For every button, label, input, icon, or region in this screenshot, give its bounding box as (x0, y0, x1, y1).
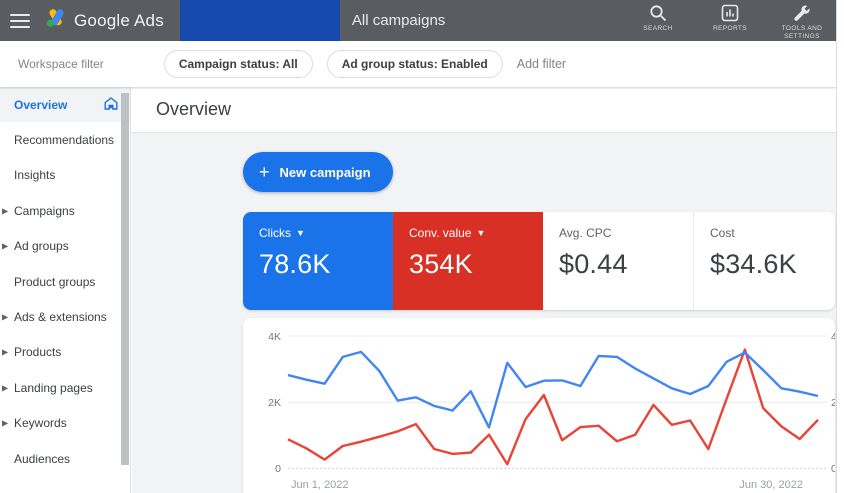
wrench-icon (793, 4, 811, 22)
google-ads-logo-icon (46, 8, 66, 33)
conv-value-card[interactable]: Conv. value ▼ 354K (393, 212, 543, 310)
nav-item-audiences[interactable]: ▶Audiences (0, 441, 130, 476)
nav-label: Landing pages (14, 380, 93, 395)
tools-settings-label: TOOLS AND SETTINGS (781, 24, 823, 40)
overview-content: + New campaign Clicks ▼ 78.6K Conv. value… (132, 133, 836, 493)
right-tick-40k: 40K (831, 331, 835, 343)
expand-arrow-icon: ▶ (2, 383, 9, 393)
expand-arrow-icon: ▶ (2, 206, 9, 216)
brand[interactable]: Google Ads (46, 8, 164, 33)
home-icon (104, 96, 118, 113)
expand-arrow-icon: ▶ (2, 347, 9, 357)
x-label-start: Jun 1, 2022 (291, 479, 349, 491)
topbar-actions: SEARCH REPORTS TOOLS AND SETTINGS (626, 0, 834, 41)
main-panel: Overview + New campaign Clicks ▼ 78.6K Co… (132, 87, 836, 493)
nav-label: Recommendations (14, 133, 115, 148)
chevron-down-icon: ▼ (476, 228, 486, 238)
cost-value: $34.6K (710, 249, 797, 279)
tools-settings-button[interactable]: TOOLS AND SETTINGS (770, 0, 834, 41)
expand-arrow-icon: ▶ (2, 418, 9, 428)
nav-label: Campaigns (14, 203, 75, 218)
avg-cpc-card[interactable]: Avg. CPC $0.44 (543, 212, 693, 310)
nav-label: Audiences (14, 451, 71, 466)
account-name-redacted[interactable] (179, 0, 340, 41)
cost-card[interactable]: Cost $34.6K (693, 212, 835, 310)
left-tick-4k: 4K (268, 331, 281, 343)
new-campaign-button[interactable]: + New campaign (243, 152, 393, 192)
clicks-line (287, 350, 819, 429)
chevron-down-icon: ▼ (296, 228, 305, 238)
search-button[interactable]: SEARCH (626, 0, 690, 33)
menu-icon[interactable] (10, 13, 30, 28)
reports-button[interactable]: REPORTS (698, 0, 762, 33)
nav-label: Product groups (14, 274, 96, 289)
left-tick-2k: 2K (268, 397, 281, 409)
avg-cpc-value: $0.44 (559, 249, 628, 279)
clicks-value: 78.6K (259, 249, 331, 279)
nav-label: Products (14, 345, 62, 360)
campaign-status-chip[interactable]: Campaign status: All (163, 50, 313, 78)
metric-selector[interactable]: Clicks ▼ (259, 226, 305, 240)
workspace-filter-label[interactable]: Workspace filter (18, 57, 104, 71)
metric-label: Cost (710, 226, 735, 240)
nav-label: Ads & extensions (14, 310, 107, 325)
top-app-bar: Google Ads All campaigns SEARCH REPORTS (0, 0, 836, 41)
right-tick-0: 0.0 (831, 463, 835, 475)
brand-name: Google Ads (74, 10, 164, 30)
nav-item-campaigns[interactable]: ▶ Campaigns (0, 193, 130, 228)
metric-selector[interactable]: Conv. value ▼ (409, 226, 486, 240)
add-filter-button[interactable]: Add filter (516, 57, 567, 71)
conv-value-value: 354K (409, 249, 473, 279)
metric-label: Avg. CPC (559, 226, 612, 240)
right-tick-20k: 20K (831, 397, 835, 409)
nav-item-recommendations[interactable]: ▶Recommendations (0, 122, 130, 157)
left-tick-0: 0 (275, 463, 281, 475)
scorecards: Clicks ▼ 78.6K Conv. value ▼ 354K Avg. CPC… (243, 212, 835, 310)
page-title-bar: Overview (132, 87, 836, 133)
reports-icon (721, 4, 739, 22)
topbar-scope-label[interactable]: All campaigns (351, 12, 446, 29)
expand-arrow-icon: ▶ (2, 241, 9, 251)
ad-group-status-chip[interactable]: Ad group status: Enabled (326, 50, 503, 78)
x-label-end: Jun 30, 2022 (739, 479, 803, 491)
nav-item-overview[interactable]: ▶ Overview (0, 87, 130, 123)
nav-item-landing-pages[interactable]: ▶ Landing pages (0, 370, 130, 405)
conv-value-line (287, 348, 819, 466)
plus-icon: + (259, 162, 270, 182)
overview-chart[interactable]: 4K 2K 0 40K 20K 0.0 Jun 1, 2022 Jun 30, … (243, 318, 835, 493)
nav-label: Insights (14, 168, 56, 183)
nav-item-ads-extensions[interactable]: ▶ Ads & extensions (0, 299, 130, 334)
nav-label: Keywords (14, 416, 67, 431)
nav-label: Overview (14, 97, 68, 112)
page-scrollbar-track[interactable] (836, 0, 844, 493)
search-label: SEARCH (643, 24, 673, 32)
nav-item-keywords[interactable]: ▶ Keywords (0, 406, 130, 441)
nav-item-ad-groups[interactable]: ▶ Ad groups (0, 229, 130, 264)
nav-item-insights[interactable]: ▶Insights (0, 158, 130, 193)
clicks-card[interactable]: Clicks ▼ 78.6K (243, 212, 393, 310)
new-campaign-label: New campaign (279, 164, 371, 180)
left-nav: ▶ Overview ▶Recommendations ▶Insights ▶C… (0, 87, 131, 493)
nav-label: Ad groups (14, 239, 69, 254)
expand-arrow-icon: ▶ (2, 312, 9, 322)
sidebar-scrollbar[interactable] (121, 93, 129, 465)
nav-item-product-groups[interactable]: ▶Product groups (0, 264, 130, 299)
filter-bar: Workspace filter Campaign status: All Ad… (0, 41, 836, 87)
nav-item-products[interactable]: ▶ Products (0, 335, 130, 370)
search-icon (649, 4, 667, 22)
reports-label: REPORTS (712, 24, 748, 32)
page-title: Overview (156, 99, 232, 119)
